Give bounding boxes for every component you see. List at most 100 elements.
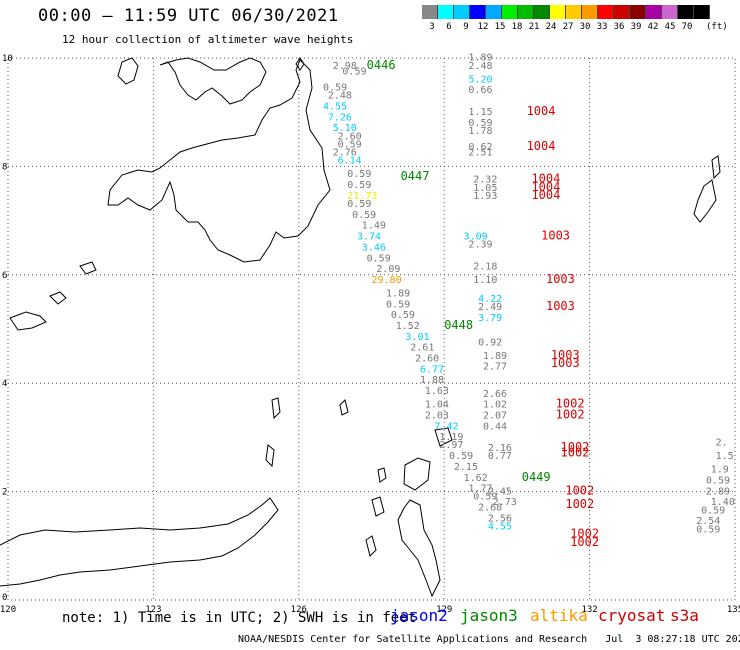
coastline-mindanao <box>107 59 331 263</box>
lon-tick-label: 129 <box>436 605 452 615</box>
colorbar-tick-label: 45 <box>664 22 676 32</box>
wave-height-label: 0.59 <box>342 66 366 77</box>
wave-height-label: 1.93 <box>473 191 497 202</box>
wave-height-label: 2.66 <box>483 389 507 400</box>
colorbar-tick-label: 12 <box>477 22 489 32</box>
wave-height-label: 1.89 <box>468 53 492 64</box>
colorbar-tick-label: 6 <box>446 22 452 32</box>
wave-height-label: 0.59 <box>468 118 492 129</box>
wave-height-label: 3.79 <box>478 313 502 324</box>
wave-height-label: 2.98 <box>333 61 357 72</box>
wave-height-label: 1.15 <box>468 107 492 118</box>
wave-height-label: 2.60 <box>415 354 439 365</box>
wave-height-label: 0.59 <box>347 199 371 210</box>
coastline-talaud <box>265 397 349 468</box>
pass-id-label: 1002 <box>561 445 590 459</box>
colorbar <box>422 5 710 19</box>
pass-id-label: 1002 <box>556 397 585 411</box>
wave-height-label: 3.09 <box>464 232 488 243</box>
wave-height-label: 2.89 <box>706 486 730 497</box>
pass-id-label: 1002 <box>565 497 594 511</box>
pass-id-label: 1002 <box>570 527 599 541</box>
mission-label-cryosat: cryosat <box>598 606 666 625</box>
wave-height-label: 2.09 <box>376 264 400 275</box>
colorbar-tick-label: 30 <box>579 22 591 32</box>
wave-height-label: 4.22 <box>478 294 502 305</box>
wave-height-label: 0.59 <box>391 310 415 321</box>
wave-height-label: 2.48 <box>468 61 492 72</box>
colorbar-tick-label: 3 <box>429 22 435 32</box>
wave-height-label: 0.77 <box>488 451 512 462</box>
colorbar-tick-label: 9 <box>463 22 469 32</box>
wave-height-label: 0.59 <box>347 169 371 180</box>
wave-height-label: 2.73 <box>493 497 517 508</box>
lon-tick-label: 123 <box>145 605 161 615</box>
wave-height-label: 1.77 <box>468 484 492 495</box>
pass-id-label: 1003 <box>551 356 580 370</box>
coastline-siargao <box>295 57 305 71</box>
pass-id-label: 1004 <box>531 180 560 194</box>
wave-height-label: 0.59 <box>338 139 362 150</box>
coastline-palau <box>693 155 721 223</box>
wave-height-label: 1.9 <box>711 465 729 476</box>
wave-height-label: 6.14 <box>338 156 362 167</box>
wave-height-label: 2. <box>716 438 728 449</box>
colorbar-tick-label: 36 <box>613 22 625 32</box>
colorbar-unit: (ft) <box>706 22 728 32</box>
wave-height-label: 0.59 <box>701 505 725 516</box>
wave-height-label: 0.59 <box>323 83 347 94</box>
pass-id-label: 1002 <box>570 535 599 549</box>
lon-tick-label: 132 <box>581 605 597 615</box>
lat-tick-label: 4 <box>2 379 7 389</box>
wave-height-label: 0.59 <box>367 253 391 264</box>
wave-height-label: 2.45 <box>488 486 512 497</box>
map-frame <box>7 57 736 601</box>
colorbar-tick-label: 18 <box>511 22 523 32</box>
colorbar-swatch <box>678 5 694 19</box>
colorbar-swatch <box>630 5 646 19</box>
colorbar-swatch <box>502 5 518 19</box>
wave-height-label: 1.49 <box>362 221 386 232</box>
wave-height-label: 2.76 <box>333 148 357 159</box>
colorbar-swatch <box>662 5 678 19</box>
wave-height-label: 2.60 <box>338 131 362 142</box>
wave-height-label: 2.03 <box>425 410 449 421</box>
wave-height-label: 6.77 <box>420 364 444 375</box>
colorbar-swatch <box>454 5 470 19</box>
colorbar-swatch <box>518 5 534 19</box>
pass-id-label: 0448 <box>444 318 473 332</box>
wave-height-label: 3.01 <box>405 332 429 343</box>
wave-observations: 2.980.590.592.484.557.265.102.600.592.76… <box>323 53 735 536</box>
wave-height-label: 1.89 <box>386 288 410 299</box>
footer-credit: NOAA/NESDIS Center for Satellite Applica… <box>238 634 740 645</box>
colorbar-swatch <box>582 5 598 19</box>
coastline-sulu <box>9 261 97 331</box>
mission-label-jason3: jason3 <box>460 606 518 625</box>
colorbar-swatch <box>566 5 582 19</box>
pass-id-label: 1004 <box>527 104 556 118</box>
pass-id-label: 1002 <box>556 407 585 421</box>
colorbar-swatch <box>438 5 454 19</box>
wave-height-label: 4.55 <box>323 101 347 112</box>
colorbar-tick-label: 70 <box>681 22 693 32</box>
wave-height-label: 1.78 <box>468 126 492 137</box>
coastline-morotai <box>434 427 453 447</box>
wave-height-label: 1.19 <box>439 432 463 443</box>
wave-height-label: 2.97 <box>439 440 463 451</box>
wave-height-label: 0.62 <box>468 142 492 153</box>
wave-height-label: 29.80 <box>372 275 402 286</box>
wave-height-label: 2.32 <box>473 175 497 186</box>
wave-height-label: 0.59 <box>473 492 497 503</box>
wave-height-label: 5.20 <box>468 74 492 85</box>
lon-tick-label: 135 <box>727 605 740 615</box>
lat-tick-label: 0 <box>2 593 7 603</box>
wave-height-label: 1.63 <box>425 386 449 397</box>
wave-height-label: 1.5 <box>716 451 734 462</box>
coastline-northern-islands <box>159 57 267 105</box>
wave-height-label: 0.44 <box>483 421 507 432</box>
coastline-bohol <box>117 57 139 85</box>
mission-label-jason2: jason2 <box>390 606 448 625</box>
wave-height-label: 2.48 <box>328 91 352 102</box>
pass-id-label: 1004 <box>531 172 560 186</box>
